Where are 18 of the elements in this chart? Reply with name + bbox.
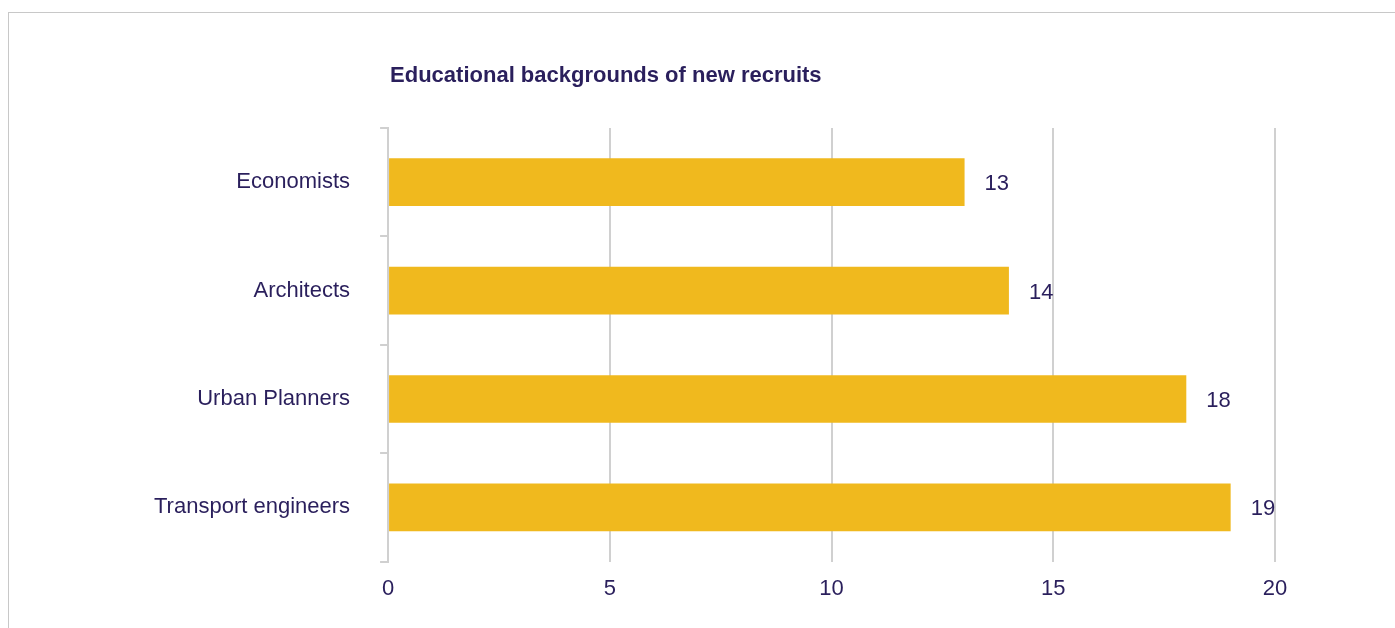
- y-tick-label: Economists: [236, 168, 351, 194]
- x-tick-label: 10: [819, 574, 844, 600]
- bar: [389, 266, 1009, 315]
- bar: [389, 375, 1187, 423]
- bar: [389, 483, 1231, 532]
- bar: [389, 158, 965, 207]
- data-label: 13: [984, 170, 1010, 196]
- data-label: 18: [1206, 387, 1231, 413]
- x-tick-label: 0: [381, 574, 395, 600]
- data-label: 19: [1250, 495, 1276, 521]
- y-tick-label: Urban Planners: [197, 385, 351, 411]
- y-tick-label: Transport engineers: [153, 493, 351, 519]
- x-tick-label: 5: [603, 574, 616, 600]
- y-tick-label: Architects: [253, 276, 351, 302]
- x-tick-label: 15: [1041, 574, 1066, 600]
- data-label: 14: [1028, 278, 1054, 304]
- x-tick-label: 20: [1262, 574, 1288, 600]
- chart-title: Educational backgrounds of new recruits: [390, 62, 822, 88]
